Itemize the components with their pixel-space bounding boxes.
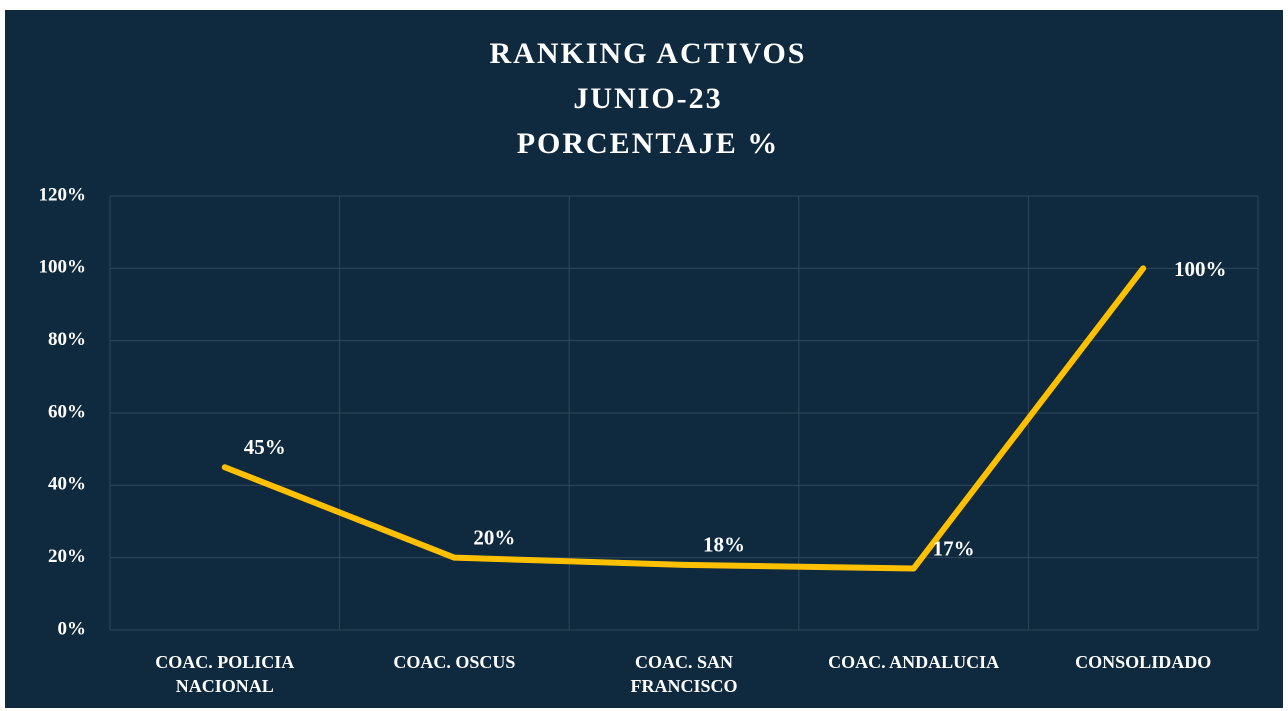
x-tick-label: COAC. SAN FRANCISCO <box>630 652 738 696</box>
y-tick-label: 0% <box>58 618 87 639</box>
data-label: 100% <box>1174 257 1227 281</box>
chart-title: PORCENTAJE % <box>517 127 780 160</box>
chart-title: RANKING ACTIVOS <box>490 37 807 70</box>
x-tick-label: COAC. OSCUS <box>393 652 516 672</box>
data-label: 20% <box>473 525 515 549</box>
y-tick-label: 80% <box>48 329 86 350</box>
x-tick-label: COAC. POLICIA NACIONAL <box>155 652 295 696</box>
data-label: 18% <box>703 533 745 557</box>
line-series <box>221 265 1147 572</box>
chart-title: JUNIO-23 <box>573 82 722 115</box>
background <box>5 10 1283 708</box>
y-tick-label: 20% <box>48 546 86 567</box>
data-label: 17% <box>933 536 975 560</box>
y-tick-label: 120% <box>39 184 87 205</box>
data-label: 45% <box>244 435 286 459</box>
y-tick-label: 40% <box>48 474 86 495</box>
x-tick-label: CONSOLIDADO <box>1075 652 1212 672</box>
y-tick-label: 100% <box>39 257 87 278</box>
y-tick-label: 60% <box>48 401 86 422</box>
x-tick-label: COAC. ANDALUCIA <box>828 652 1000 672</box>
